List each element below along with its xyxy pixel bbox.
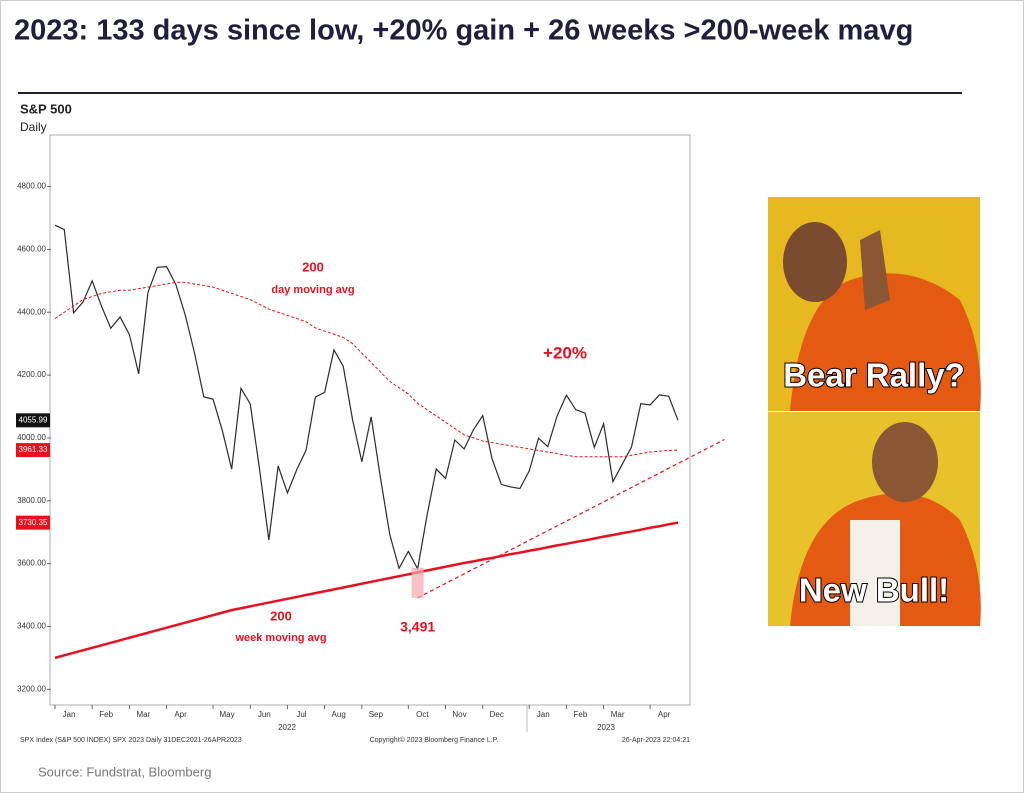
y-tick-label: 4200.00 [17,370,46,379]
last-value-box [16,515,50,530]
jacket [790,273,981,411]
chart-title: S&P 500 [20,101,72,116]
x-tick-label: Dec [490,710,504,719]
x-tick-label: Apr [174,710,187,719]
x-tick-label: Oct [416,710,429,719]
face [872,422,938,502]
x-tick-label: Sep [369,710,384,719]
x-tick-label: Apr [658,710,671,719]
y-tick-label: 3600.00 [17,559,46,568]
y-tick-label: 3800.00 [17,496,46,505]
x-tick-label: Jan [63,710,76,719]
x-tick-label: Feb [99,710,113,719]
x-tick-label: Jun [258,710,271,719]
y-tick-label: 4600.00 [17,245,46,254]
x-tick-label: Jan [537,710,550,719]
annotation: +20% [543,343,587,362]
source: Source: Fundstrat, Bloomberg [38,764,211,779]
series-line [54,521,679,660]
annotation: 200 [302,259,324,274]
y-tick-label: 3400.00 [17,622,46,631]
slide-title: 2023: 133 days since low, +20% gain + 26… [14,15,913,47]
x-tick-label: Jul [296,710,306,719]
y-tick-label: 4000.00 [17,433,46,442]
last-value-box [16,443,50,458]
x-tick-label: Mar [611,710,625,719]
series-line [54,224,679,571]
footer-left: SPX Index (S&P 500 INDEX) SPX 2023 Daily… [20,737,242,744]
series-line [54,281,679,458]
footer-right: 26-Apr-2023 22:04:21 [622,737,690,744]
meme: Bear Rally? New Bull! [768,197,981,626]
face [783,222,847,302]
last-value-label: 3730.35 [19,518,48,527]
last-value-box [16,413,50,428]
last-value-label: 4055.99 [19,415,48,424]
x-tick-label: May [220,710,235,719]
year-label: 2023 [597,723,615,732]
y-tick-label: 4800.00 [17,182,46,191]
meme-text: Bear Rally? [783,357,965,394]
hand [860,230,890,310]
annotation: week moving avg [234,632,326,644]
footer-center: Copyright© 2023 Bloomberg Finance L.P. [370,736,499,744]
trendline [417,438,725,599]
x-tick-label: Aug [332,710,346,719]
x-tick-label: Nov [452,710,466,719]
annotation: day moving avg [271,284,354,296]
last-value-label: 3961.33 [19,445,48,454]
low-highlight [411,567,424,598]
x-tick-label: Feb [574,710,588,719]
low-label: 3,491 [400,619,435,635]
y-tick-label: 4400.00 [17,307,46,316]
chart-subtitle: Daily [20,120,47,134]
meme-text: New Bull! [799,572,949,609]
x-tick-label: Mar [136,710,150,719]
shirt [850,520,900,626]
annotation: 200 [270,608,292,623]
y-tick-label: 3200.00 [17,684,46,693]
year-label: 2022 [278,723,296,732]
